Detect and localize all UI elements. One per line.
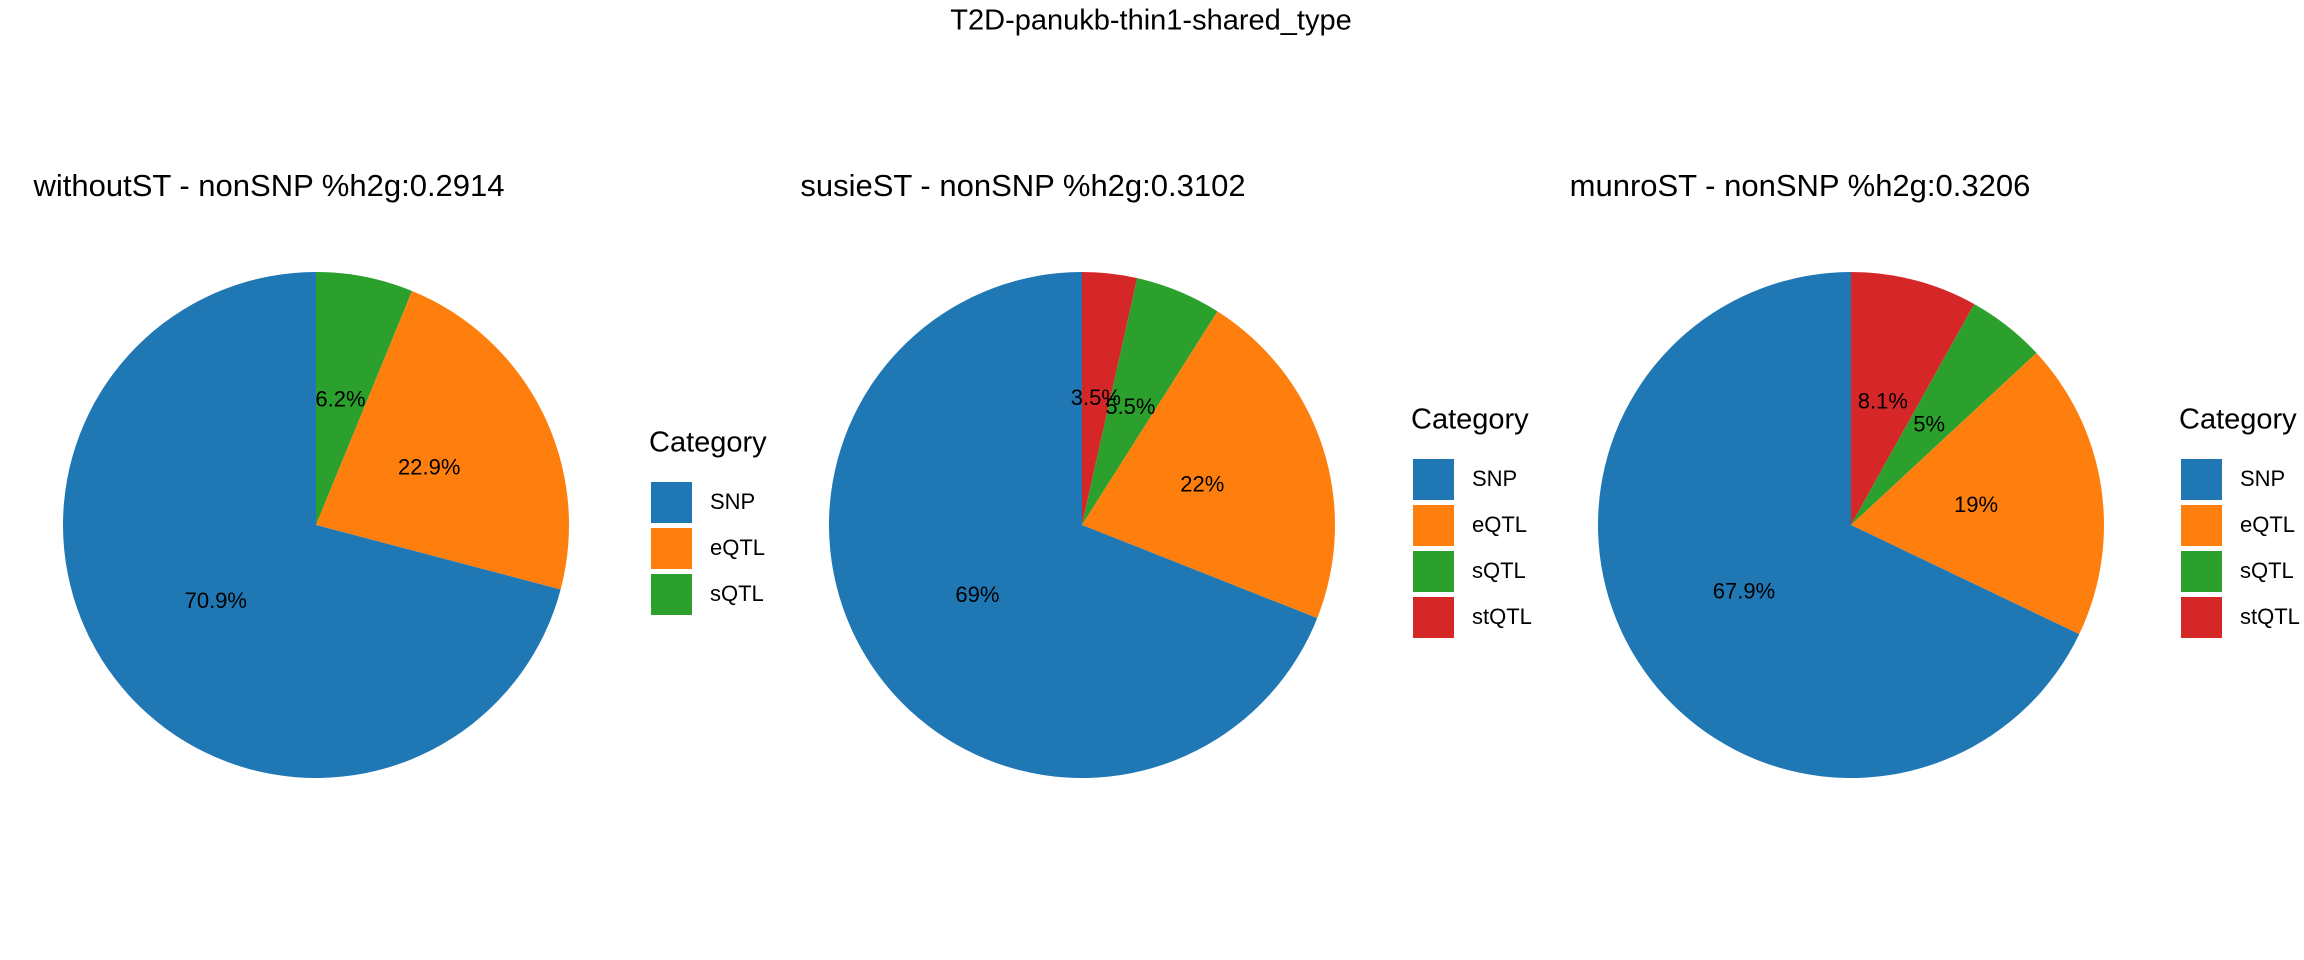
legend-title: Category xyxy=(2179,404,2297,436)
legend-label: eQTL xyxy=(2240,512,2295,537)
chart-title: withoutST - nonSNP %h2g:0.2914 xyxy=(32,168,504,203)
legend-label: stQTL xyxy=(2240,604,2300,629)
pie-slice xyxy=(1082,278,1218,525)
legend-key xyxy=(651,574,692,615)
legend-label: sQTL xyxy=(2240,558,2294,583)
legend-key xyxy=(1413,459,1454,500)
legend-label: SNP xyxy=(1472,466,1517,491)
data-label: 70.9% xyxy=(185,588,247,613)
data-label: 19% xyxy=(1954,492,1998,517)
legend-key xyxy=(1413,505,1454,546)
pie-slice xyxy=(1851,272,1975,525)
legend-title: Category xyxy=(649,427,767,459)
pie-slice xyxy=(1851,304,2037,525)
legend-label: SNP xyxy=(2240,466,2285,491)
legend-label: SNP xyxy=(710,489,755,514)
pie-slice xyxy=(1851,352,2105,635)
legend-title: Category xyxy=(1411,404,1529,436)
data-label: 5% xyxy=(1913,411,1945,436)
pie-slice xyxy=(316,290,569,590)
chart-title: munroST - nonSNP %h2g:0.3206 xyxy=(1570,168,2031,203)
data-label: 3.5% xyxy=(1071,385,1121,410)
pie-slice xyxy=(828,272,1318,778)
legend-label: stQTL xyxy=(1472,604,1532,629)
data-label: 22% xyxy=(1180,472,1224,497)
data-label: 6.2% xyxy=(315,387,365,412)
legend-key xyxy=(2181,459,2222,500)
legend-label: sQTL xyxy=(1472,558,1526,583)
legend-key xyxy=(651,482,692,523)
pie-slice xyxy=(316,272,413,525)
data-label: 67.9% xyxy=(1713,578,1775,603)
legend-key xyxy=(2181,505,2222,546)
page-title: T2D-panukb-thin1-shared_type xyxy=(950,5,1351,37)
legend-label: eQTL xyxy=(1472,512,1527,537)
legend-key xyxy=(2181,597,2222,638)
data-label: 69% xyxy=(955,582,999,607)
data-label: 22.9% xyxy=(398,454,460,479)
legend-key xyxy=(2181,551,2222,592)
pie-slice xyxy=(63,272,561,778)
pie-slice xyxy=(1082,272,1138,525)
legend-key xyxy=(1413,597,1454,638)
legend-key xyxy=(1413,551,1454,592)
chart-title: susieST - nonSNP %h2g:0.3102 xyxy=(800,168,1245,203)
pie-slice xyxy=(1082,311,1335,619)
legend-label: sQTL xyxy=(710,581,764,606)
data-label: 8.1% xyxy=(1858,388,1908,413)
data-label: 5.5% xyxy=(1105,394,1155,419)
legend-label: eQTL xyxy=(710,535,765,560)
pie-slice xyxy=(1598,272,2080,778)
legend-key xyxy=(651,528,692,569)
